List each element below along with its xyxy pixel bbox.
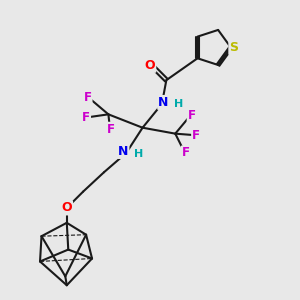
- Text: S: S: [229, 41, 238, 54]
- Text: F: F: [182, 146, 190, 160]
- Text: F: F: [84, 92, 92, 104]
- Text: F: F: [192, 129, 200, 142]
- Text: O: O: [145, 59, 155, 72]
- Text: O: O: [61, 202, 72, 214]
- Text: F: F: [82, 111, 90, 124]
- Text: N: N: [118, 145, 128, 158]
- Text: F: F: [188, 109, 196, 122]
- Text: H: H: [134, 149, 143, 160]
- Text: N: N: [158, 96, 169, 109]
- Text: H: H: [174, 99, 183, 109]
- Text: F: F: [107, 123, 116, 136]
